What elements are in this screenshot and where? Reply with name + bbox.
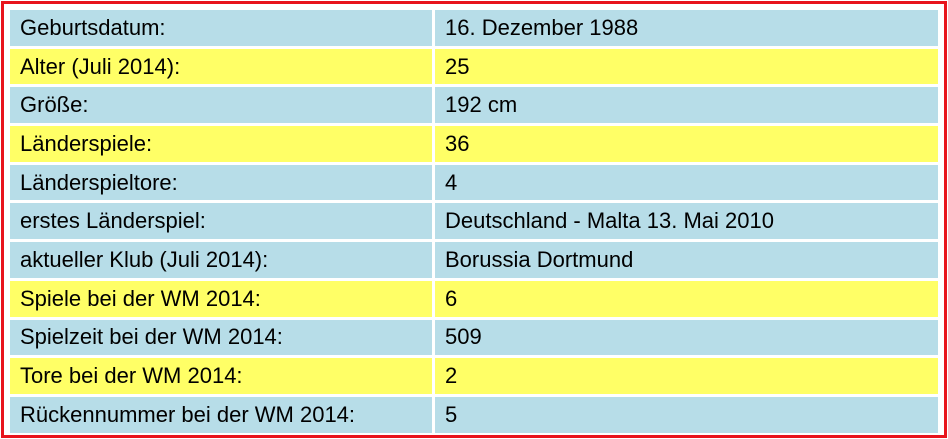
value-cell: 16. Dezember 1988 xyxy=(435,10,938,46)
value-cell: 36 xyxy=(435,126,938,162)
row: aktueller Klub (Juli 2014): Borussia Dort… xyxy=(10,242,938,278)
row: Größe: 192 cm xyxy=(10,87,938,124)
value-cell: 192 cm xyxy=(435,87,938,124)
row: erstes Länderspiel: Deutschland - Malta 1… xyxy=(10,203,938,240)
label-cell: erstes Länderspiel: xyxy=(10,203,432,240)
row: Geburtsdatum: 16. Dezember 1988 xyxy=(10,10,938,46)
label-cell: Länderspiele: xyxy=(10,126,432,162)
row: Tore bei der WM 2014: 2 xyxy=(10,358,938,394)
value-cell: Borussia Dortmund xyxy=(435,242,938,278)
label-cell: Rückennummer bei der WM 2014: xyxy=(10,396,432,433)
value-cell: Deutschland - Malta 13. Mai 2010 xyxy=(435,203,938,240)
value-cell: 509 xyxy=(435,319,938,356)
row: Rückennummer bei der WM 2014: 5 xyxy=(10,396,938,433)
value-cell: 4 xyxy=(435,164,938,201)
row: Länderspieltore: 4 xyxy=(10,164,938,201)
value-cell: 25 xyxy=(435,48,938,85)
label-cell: aktueller Klub (Juli 2014): xyxy=(10,242,432,278)
label-cell: Größe: xyxy=(10,87,432,124)
row: Länderspiele: 36 xyxy=(10,126,938,162)
row: Alter (Juli 2014): 25 xyxy=(10,48,938,85)
row: Spiele bei der WM 2014: 6 xyxy=(10,280,938,317)
value-cell: 5 xyxy=(435,396,938,433)
label-cell: Spielzeit bei der WM 2014: xyxy=(10,319,432,356)
player-info-table: Geburtsdatum: 16. Dezember 1988 Alter (Ju… xyxy=(7,7,941,436)
label-cell: Alter (Juli 2014): xyxy=(10,48,432,85)
value-cell: 2 xyxy=(435,358,938,394)
label-cell: Tore bei der WM 2014: xyxy=(10,358,432,394)
label-cell: Geburtsdatum: xyxy=(10,10,432,46)
label-cell: Spiele bei der WM 2014: xyxy=(10,280,432,317)
value-cell: 6 xyxy=(435,280,938,317)
row: Spielzeit bei der WM 2014: 509 xyxy=(10,319,938,356)
label-cell: Länderspieltore: xyxy=(10,164,432,201)
